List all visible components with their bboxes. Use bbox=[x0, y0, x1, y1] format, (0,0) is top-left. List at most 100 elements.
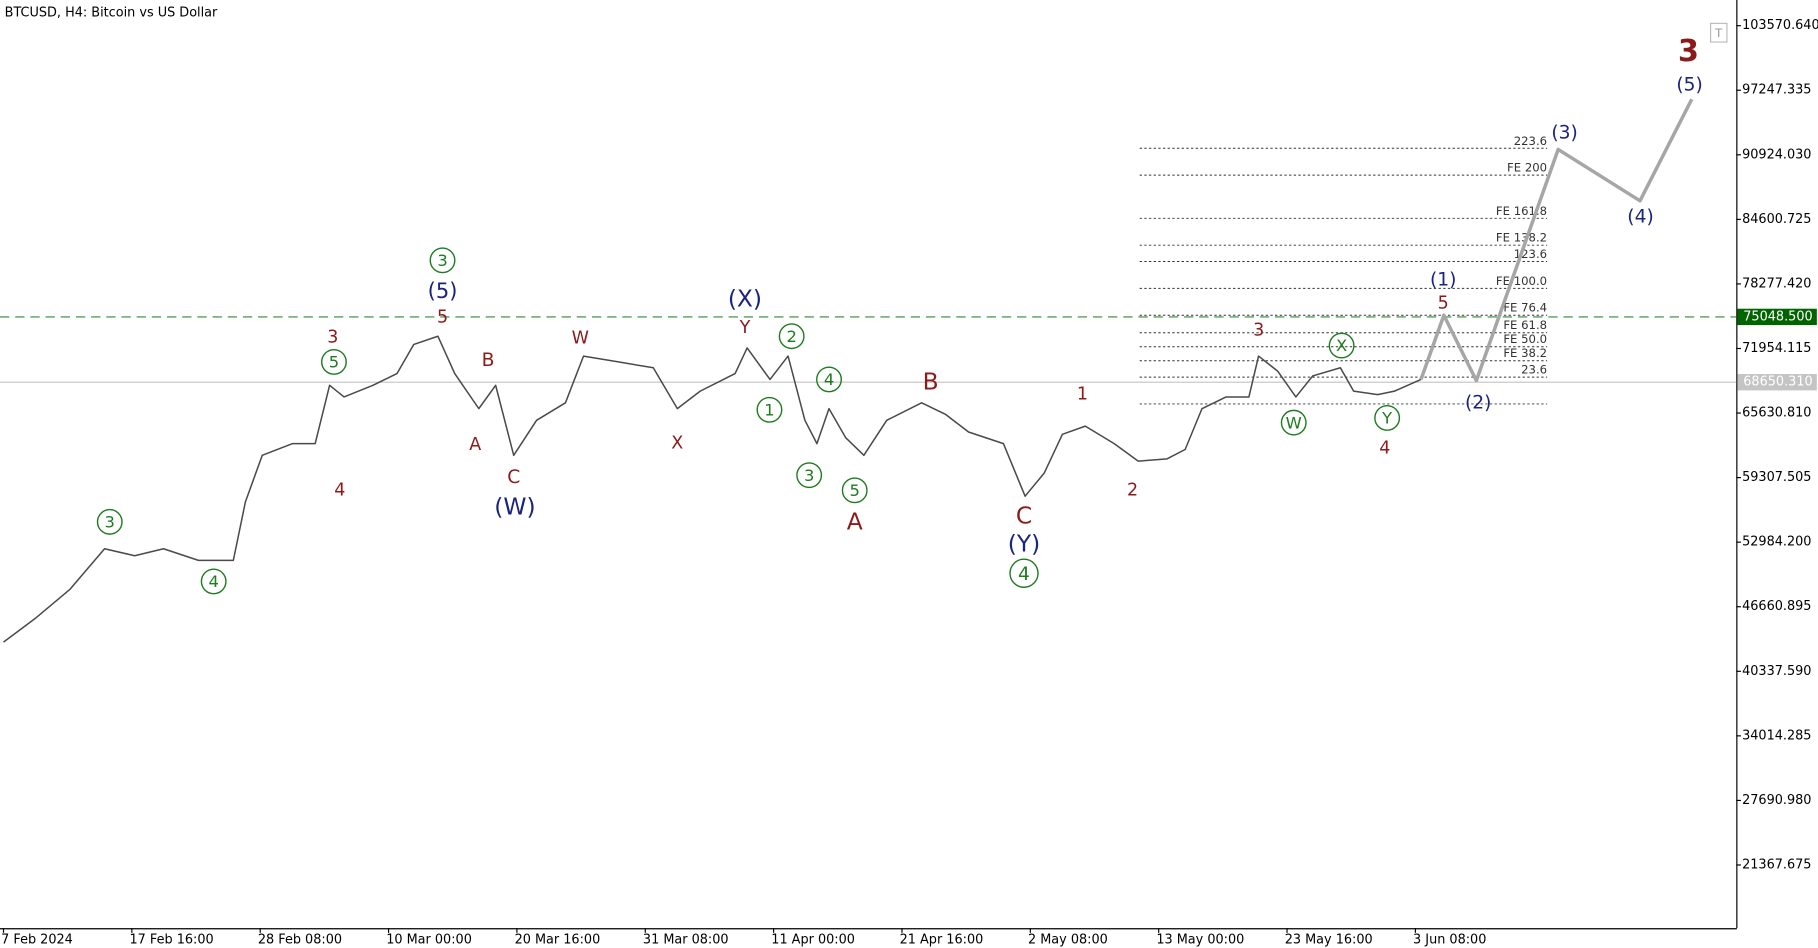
y-tick-label: 71954.115 bbox=[1742, 341, 1811, 356]
wave-label: (1) bbox=[1430, 270, 1456, 291]
x-tick-label: 28 Feb 08:00 bbox=[258, 932, 342, 947]
x-tick-label: 7 Feb 2024 bbox=[1, 932, 73, 947]
x-tick-label: 20 Mar 16:00 bbox=[515, 932, 601, 947]
y-tick-label: 52984.200 bbox=[1742, 535, 1811, 550]
x-tick-label: 31 Mar 08:00 bbox=[643, 932, 729, 947]
wave-circle bbox=[778, 323, 805, 350]
wave-label: (X) bbox=[728, 285, 762, 313]
wave-label: 1 bbox=[764, 400, 774, 419]
fib-label: 223.6 bbox=[1514, 134, 1547, 148]
wave-label: (2) bbox=[1465, 392, 1491, 413]
fib-label: FE 200 bbox=[1507, 161, 1547, 175]
wave-label: 3 bbox=[105, 513, 115, 532]
y-tick-label: 21367.675 bbox=[1742, 857, 1811, 872]
wave-label: (W) bbox=[494, 492, 535, 520]
fib-label: FE 61.8 bbox=[1503, 318, 1547, 332]
wave-circle bbox=[96, 508, 123, 535]
wave-label: 3 bbox=[1253, 320, 1264, 340]
fib-label: FE 100.0 bbox=[1496, 274, 1547, 288]
wave-label: 4 bbox=[1018, 564, 1030, 585]
y-tick-label: 65630.810 bbox=[1742, 406, 1811, 421]
x-tick-label: 13 May 00:00 bbox=[1156, 932, 1244, 947]
x-tick-label: 10 Mar 00:00 bbox=[386, 932, 472, 947]
price-box bbox=[1737, 374, 1817, 391]
price-label: 68650.310 bbox=[1743, 375, 1812, 390]
chart-title: BTCUSD, H4: Bitcoin vs US Dollar bbox=[5, 5, 218, 20]
y-tick-label: 78277.420 bbox=[1742, 276, 1811, 291]
x-tick-label: 21 Apr 16:00 bbox=[900, 932, 984, 947]
price-label: 75048.500 bbox=[1743, 309, 1812, 324]
wave-circle bbox=[796, 462, 823, 489]
price-line-series bbox=[3, 335, 1422, 643]
wave-label: Y bbox=[739, 318, 751, 338]
wave-label: B bbox=[482, 350, 495, 371]
y-tick-label: 34014.285 bbox=[1742, 728, 1811, 743]
wave-label: (4) bbox=[1627, 207, 1653, 228]
wave-circle bbox=[200, 568, 227, 595]
chart-icon[interactable] bbox=[1709, 22, 1728, 43]
wave-label: A bbox=[847, 508, 863, 536]
wave-label: 3 bbox=[1678, 34, 1699, 69]
x-tick-label: 11 Apr 00:00 bbox=[771, 932, 855, 947]
y-tick-label: 27690.980 bbox=[1742, 793, 1811, 808]
wave-circle bbox=[1280, 409, 1307, 436]
wave-circle bbox=[841, 477, 868, 504]
wave-label: 3 bbox=[437, 251, 447, 270]
wave-label: (Y) bbox=[1008, 530, 1040, 558]
wave-label: A bbox=[469, 435, 481, 455]
wave-label: 2 bbox=[1127, 480, 1138, 500]
wave-label: (3) bbox=[1551, 123, 1577, 144]
y-tick-label: 59307.505 bbox=[1742, 470, 1811, 485]
x-tick-label: 3 Jun 08:00 bbox=[1413, 932, 1486, 947]
wave-label: 5 bbox=[1438, 294, 1449, 314]
fib-label: 23.6 bbox=[1521, 363, 1547, 377]
wave-label: 4 bbox=[1379, 438, 1390, 458]
wave-label: 5 bbox=[850, 481, 860, 500]
wave-label: 1 bbox=[1077, 385, 1088, 405]
y-tick-label: 90924.030 bbox=[1742, 147, 1811, 162]
wave-circle bbox=[1009, 558, 1039, 588]
wave-label: 4 bbox=[208, 572, 218, 591]
fib-label: FE 76.4 bbox=[1503, 301, 1547, 315]
wave-label: C bbox=[507, 467, 520, 488]
y-tick-label: 97247.335 bbox=[1742, 83, 1811, 98]
wave-label: 4 bbox=[334, 480, 345, 500]
fib-label: FE 138.2 bbox=[1496, 231, 1547, 245]
wave-label: 3 bbox=[327, 327, 338, 347]
y-tick-label: 46660.895 bbox=[1742, 599, 1811, 614]
wave-label: W bbox=[572, 329, 589, 349]
chart-icon-glyph[interactable]: T bbox=[1714, 26, 1723, 40]
wave-circle bbox=[1328, 332, 1355, 359]
wave-label: 5 bbox=[437, 308, 448, 328]
fib-label: FE 38.2 bbox=[1503, 346, 1547, 360]
wave-label: (5) bbox=[428, 278, 458, 303]
x-tick-label: 23 May 16:00 bbox=[1285, 932, 1373, 947]
wave-label: 5 bbox=[329, 353, 339, 372]
x-tick-label: 17 Feb 16:00 bbox=[130, 932, 214, 947]
wave-label: B bbox=[923, 367, 939, 395]
wave-label: 4 bbox=[824, 370, 834, 389]
y-tick-label: 84600.725 bbox=[1742, 212, 1811, 227]
wave-label: 3 bbox=[804, 466, 814, 485]
wave-circle bbox=[429, 247, 456, 274]
x-tick-label: 2 May 08:00 bbox=[1028, 932, 1108, 947]
wave-circle bbox=[756, 396, 783, 423]
y-tick-label: 103570.640 bbox=[1742, 18, 1818, 33]
fib-label: FE 50.0 bbox=[1503, 332, 1547, 346]
wave-label: 2 bbox=[786, 327, 796, 346]
wave-circle bbox=[320, 348, 347, 375]
wave-label: C bbox=[1016, 502, 1032, 530]
wave-label: Y bbox=[1381, 409, 1392, 428]
price-line-series bbox=[1419, 98, 1694, 383]
wave-label: (5) bbox=[1676, 75, 1702, 96]
y-tick-label: 40337.590 bbox=[1742, 664, 1811, 679]
wave-circle bbox=[816, 366, 842, 393]
price-box bbox=[1737, 308, 1817, 326]
wave-circle bbox=[1374, 405, 1401, 431]
wave-label: W bbox=[1286, 413, 1302, 432]
wave-label: X bbox=[1336, 336, 1347, 355]
wave-label: X bbox=[671, 434, 683, 454]
